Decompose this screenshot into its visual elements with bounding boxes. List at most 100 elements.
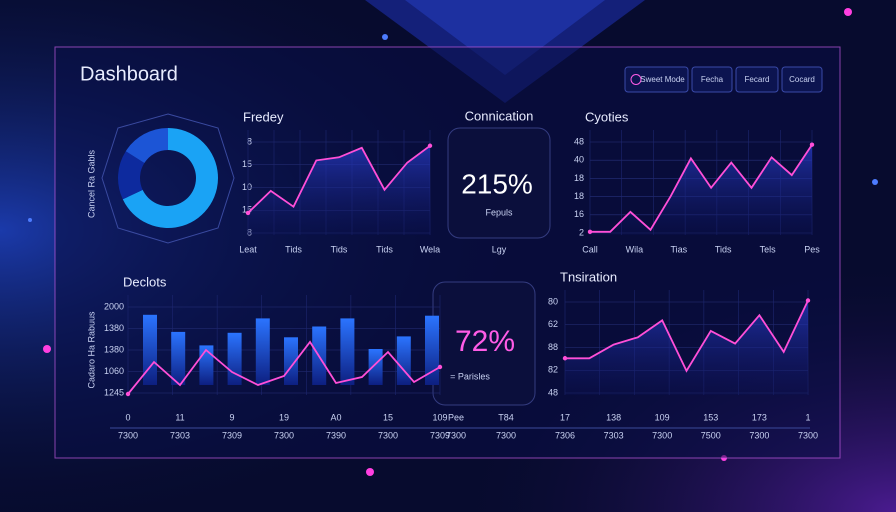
y-tick-label: 10 — [242, 182, 252, 192]
x-tick-label: 1 — [805, 412, 810, 422]
axis-label: Cancel Ra Gabls — [86, 149, 96, 218]
x-tick-label: 7303 — [604, 430, 624, 440]
button[interactable] — [781, 66, 823, 93]
line-point — [587, 229, 593, 235]
x-tick-label: Tids — [715, 244, 732, 254]
x-tick-label: 7309 — [222, 430, 242, 440]
bar — [227, 332, 242, 385]
stat-value: 215% — [461, 168, 533, 199]
x-tick-label: 9 — [229, 412, 234, 422]
x-tick-label: T84 — [498, 412, 514, 422]
x-tick-label: 173 — [752, 412, 767, 422]
x-tick-label: Call — [582, 244, 598, 254]
x-tick-label: A0 — [330, 412, 341, 422]
bar — [340, 318, 355, 385]
bar — [425, 315, 439, 385]
glow-dots — [28, 8, 878, 476]
donut-segment — [122, 128, 219, 228]
y-tick-label: 88 — [548, 342, 558, 352]
x-tick-label: 109 — [655, 412, 670, 422]
bar — [143, 314, 157, 385]
card-title: Connication — [465, 108, 534, 123]
x-tick-label: 15 — [383, 412, 393, 422]
y-tick-label: 82 — [548, 365, 558, 375]
y-tick-label: 1245 — [104, 387, 124, 397]
y-tick-label: 18 — [574, 173, 584, 183]
chart-title: Fredey — [243, 109, 284, 124]
y-tick-label: 16 — [574, 209, 584, 219]
y-tick-label: 62 — [548, 319, 558, 329]
bar — [368, 349, 383, 385]
line-point — [245, 210, 251, 216]
x-tick-label: Tias — [670, 244, 687, 254]
y-tick-label: 15 — [242, 205, 252, 215]
y-tick-label: 1380 — [104, 344, 124, 354]
stat-footer: Lgy — [492, 244, 507, 254]
bar — [255, 318, 270, 385]
x-tick-label: Wela — [420, 244, 440, 254]
y-tick-label: 2 — [579, 227, 584, 237]
button-label[interactable]: Fecard — [745, 75, 770, 84]
button-label[interactable]: Fecha — [701, 75, 724, 84]
line-area — [565, 300, 808, 395]
x-tick-label: 7306 — [555, 430, 575, 440]
x-tick-label: 7390 — [326, 430, 346, 440]
axis-label: Cadaro Ha Rabuus — [86, 311, 96, 389]
x-tick-label: Pes — [804, 244, 820, 254]
donut-segment — [125, 128, 168, 163]
line-point — [125, 391, 131, 397]
x-tick-label: 17 — [560, 412, 570, 422]
x-tick-label: 138 — [606, 412, 621, 422]
x-tick-label: Tids — [285, 244, 302, 254]
x-tick-label: 7303 — [170, 430, 190, 440]
chart-title: Tnsiration — [560, 269, 617, 284]
button-label[interactable]: Cocard — [789, 75, 815, 84]
x-tick-label: 7300 — [274, 430, 294, 440]
x-tick-label: 7300 — [652, 430, 672, 440]
line — [590, 144, 813, 233]
stat-caption: Fepuls — [485, 207, 513, 217]
stat-card — [447, 127, 551, 239]
button-icon — [630, 74, 642, 85]
x-tick-label: 19 — [279, 412, 289, 422]
y-tick-label: 15 — [242, 159, 252, 169]
x-tick-label: 7300 — [446, 430, 466, 440]
chart-title: Declots — [123, 274, 167, 289]
line-point — [437, 364, 443, 370]
x-tick-label: Tels — [760, 244, 777, 254]
line — [127, 340, 441, 395]
y-tick-label: 1060 — [104, 366, 124, 376]
y-tick-label: 80 — [548, 296, 558, 306]
x-tick-label: Leat — [239, 244, 257, 254]
bar — [284, 337, 298, 385]
hex-frame — [101, 113, 235, 244]
x-tick-label: Tids — [331, 244, 348, 254]
x-tick-label: 7300 — [496, 430, 516, 440]
chart-title: Cyoties — [585, 109, 629, 124]
line-point — [805, 298, 811, 303]
x-tick-label: 7309 — [430, 430, 450, 440]
line-point — [809, 142, 815, 147]
button-label[interactable]: Sweet Mode — [640, 75, 685, 84]
x-tick-label: Pee — [448, 412, 464, 422]
x-tick-label: Wila — [626, 244, 644, 254]
x-tick-label: 153 — [703, 412, 718, 422]
x-tick-label: 7300 — [378, 430, 398, 440]
button[interactable] — [691, 66, 733, 93]
button[interactable] — [624, 66, 689, 93]
y-tick-label: 1380 — [104, 323, 124, 333]
y-tick-label: 2000 — [104, 301, 124, 311]
x-tick-label: 109 — [432, 412, 447, 422]
line-point — [562, 356, 568, 361]
y-tick-label: 18 — [574, 191, 584, 201]
x-tick-label: 7300 — [749, 430, 769, 440]
bar — [396, 336, 411, 385]
line-area — [248, 145, 430, 235]
button[interactable] — [735, 66, 779, 93]
x-tick-label: 0 — [125, 412, 130, 422]
x-tick-label: 7300 — [118, 430, 138, 440]
decor-triangle — [405, 0, 605, 75]
y-tick-label: 8 — [247, 136, 252, 146]
title: Dashboard — [80, 63, 178, 85]
